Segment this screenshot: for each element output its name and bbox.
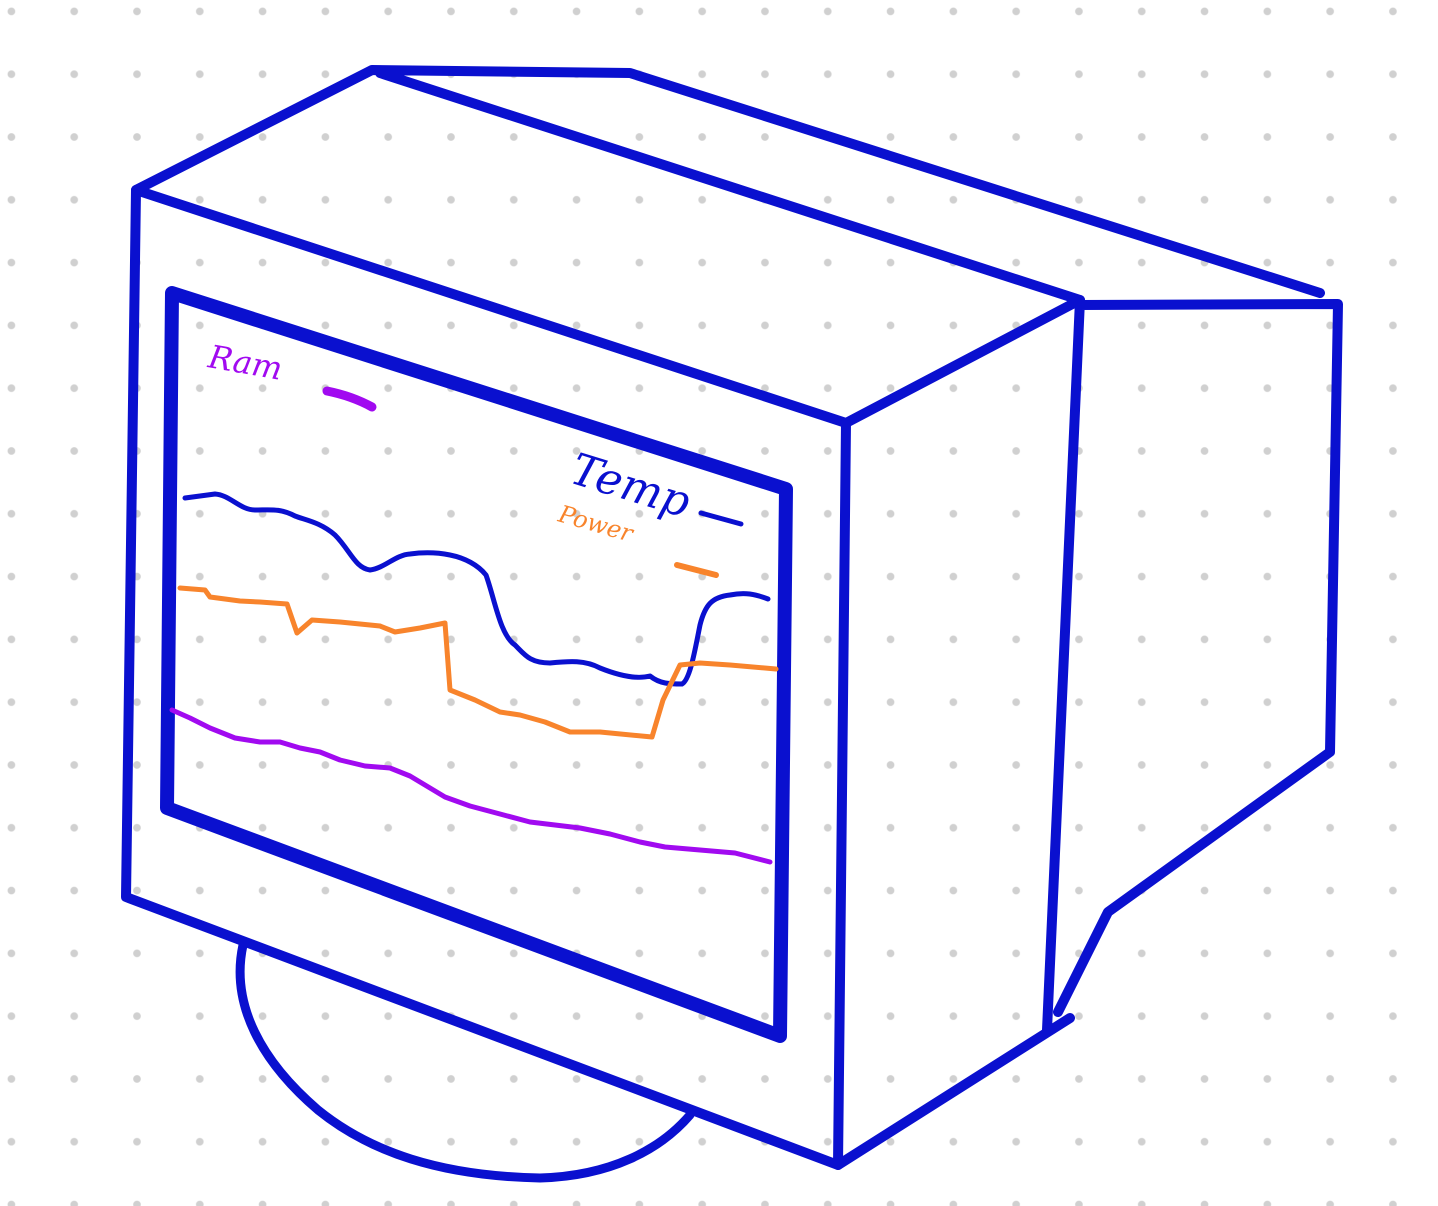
monitor-stand bbox=[235, 940, 695, 1183]
temp-legend-swatch bbox=[698, 510, 744, 527]
power-legend-swatch bbox=[674, 562, 719, 578]
monitor-screen bbox=[160, 286, 793, 1043]
ram-legend-swatch bbox=[322, 386, 377, 412]
ram-legend-label: Ram bbox=[205, 337, 286, 387]
monitor-side-face bbox=[833, 295, 1343, 1170]
power-series-line bbox=[177, 585, 779, 740]
ram-series-line bbox=[169, 707, 773, 865]
monitor-top-face bbox=[131, 65, 1325, 428]
